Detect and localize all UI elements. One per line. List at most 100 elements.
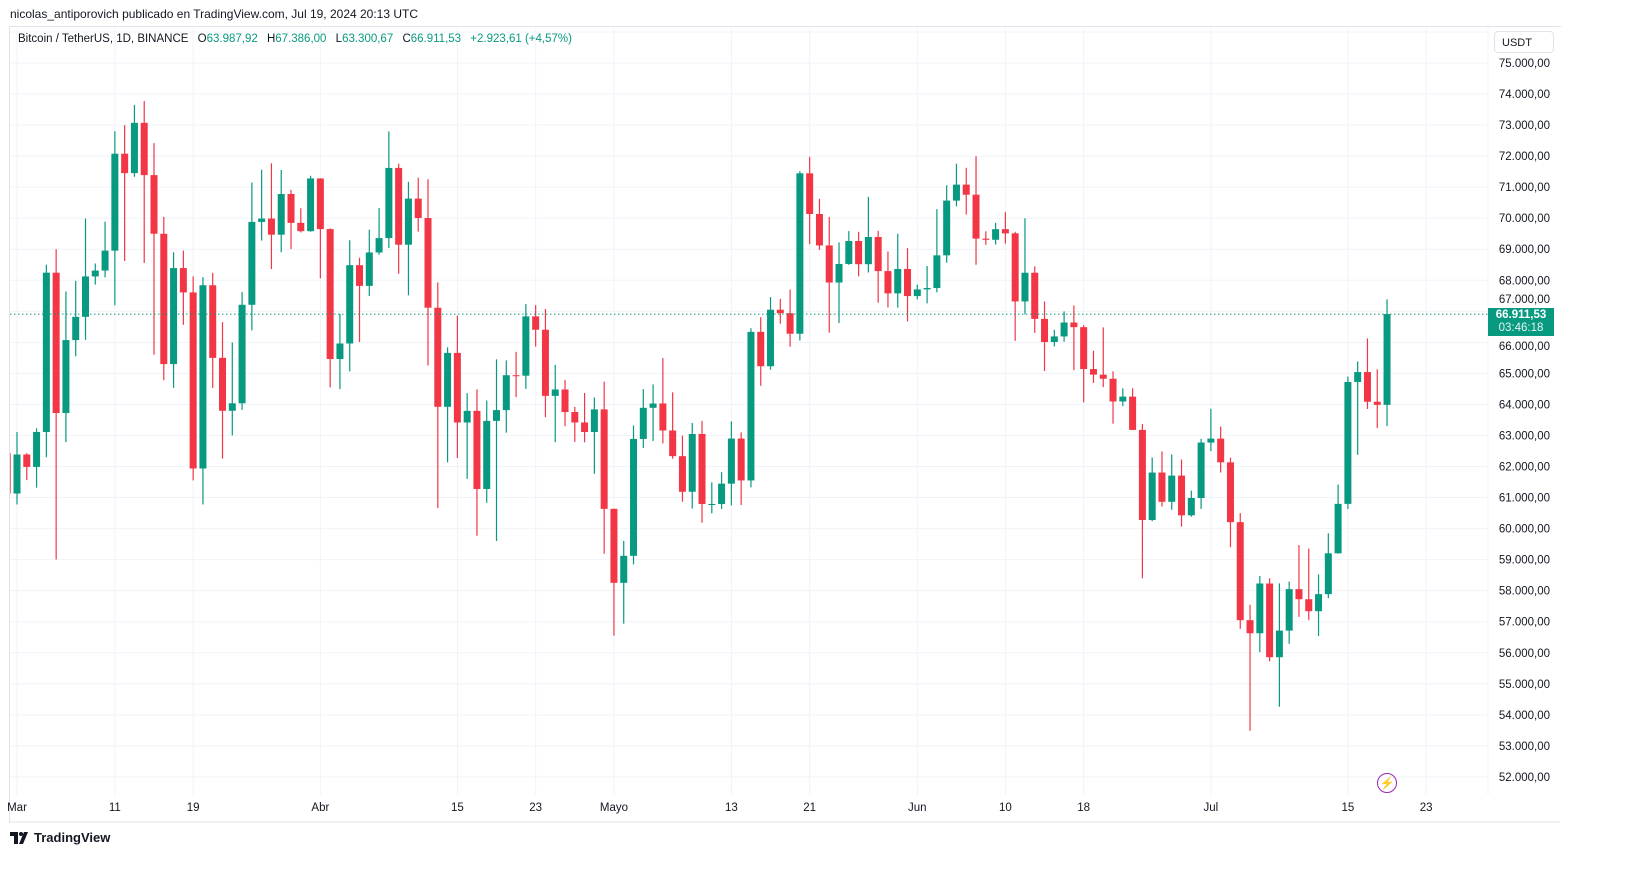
candle (639, 389, 647, 448)
x-tick-label: Abr (311, 802, 329, 814)
candle (1305, 548, 1313, 621)
candle (326, 228, 334, 388)
candle (1178, 459, 1186, 527)
candle-body (522, 316, 530, 376)
last-price-value: 66.911,53 (1495, 309, 1547, 321)
candle (277, 170, 285, 253)
y-tick-label: 54.000,00 (1499, 710, 1550, 722)
candle (659, 358, 667, 444)
time-axis: Mar 11 19 Abr 15 23 Mayo 13 21 Jun 10 18 Jul 15 23 (7, 802, 1432, 814)
y-tick-label: 64.000,00 (1499, 399, 1550, 411)
candle-body (453, 352, 461, 423)
candle-body (708, 503, 716, 505)
candle-body (248, 221, 256, 305)
y-tick-label: 65.000,00 (1499, 368, 1550, 380)
candle (346, 240, 354, 372)
candle-body (375, 238, 383, 253)
candle-body (952, 184, 960, 201)
candle (453, 315, 461, 459)
candle-body (1256, 583, 1264, 634)
candle (1334, 484, 1342, 554)
candle (512, 351, 520, 398)
candle (649, 384, 657, 442)
candle-body (1275, 630, 1283, 658)
candle-body (267, 218, 275, 235)
candle (316, 178, 324, 279)
candle-body (1060, 322, 1068, 337)
x-tick-label: 23 (529, 802, 542, 814)
candle-body (179, 268, 187, 293)
candle-body (1285, 589, 1293, 631)
x-tick-label: 23 (1420, 802, 1433, 814)
candle (287, 189, 295, 249)
candle (767, 297, 775, 370)
y-tick-label: 75.000,00 (1499, 58, 1550, 70)
candle (10, 453, 11, 494)
candle (1256, 575, 1264, 653)
candle (140, 100, 148, 264)
candle (101, 221, 109, 278)
candle (1158, 451, 1166, 507)
candle (1080, 325, 1088, 403)
candle-body (23, 454, 31, 467)
candle-body (1041, 318, 1049, 343)
candle-body (551, 389, 559, 396)
candle-body (72, 316, 80, 341)
brand-name: TradingView (34, 830, 111, 845)
y-tick-label: 56.000,00 (1499, 648, 1550, 660)
candle-body (502, 375, 510, 411)
candle (1363, 338, 1371, 409)
candle (1285, 581, 1293, 644)
candle (698, 420, 706, 523)
candle (737, 432, 745, 506)
candle (610, 508, 618, 636)
candle-body (62, 340, 70, 414)
candle (228, 342, 236, 436)
candle-body (258, 218, 266, 222)
candle-body (1158, 472, 1166, 502)
ohlc-close: C66.911,53 (402, 33, 462, 45)
y-tick-label: 74.000,00 (1499, 89, 1550, 101)
currency-button[interactable]: USDT (1494, 31, 1554, 53)
candle (1021, 218, 1029, 315)
candle (23, 453, 31, 481)
symbol-legend: Bitcoin / TetherUS, 1D, BINANCE O63.987,… (18, 33, 578, 45)
candle-body (855, 241, 863, 265)
candle-body (395, 167, 403, 245)
candle (385, 131, 393, 248)
x-tick-label: 15 (451, 802, 464, 814)
candle (1168, 454, 1176, 510)
candle-body (1315, 594, 1323, 612)
candle (444, 347, 452, 463)
candle-body (326, 229, 334, 360)
candle-body (1031, 272, 1039, 319)
candle-body (796, 173, 804, 334)
price-axis: 52.000,00 53.000,00 54.000,00 55.000,00 56.0… (1499, 58, 1550, 784)
candle-body (825, 245, 833, 283)
candle (561, 379, 569, 427)
candle-body (1080, 327, 1088, 370)
candle-body (404, 198, 412, 245)
candle (1226, 457, 1234, 548)
x-tick-label: 10 (999, 802, 1012, 814)
candle-body (737, 438, 745, 481)
candle (209, 272, 217, 389)
candle (404, 181, 412, 296)
candle (1138, 424, 1146, 579)
tradingview-logo[interactable]: TradingView (10, 830, 110, 845)
candle (502, 360, 510, 433)
candle-body (316, 178, 324, 230)
candle-body (923, 288, 931, 290)
lightning-icon[interactable]: ⚡ (1377, 773, 1397, 793)
candle-body (277, 193, 285, 235)
candle (708, 482, 716, 514)
y-tick-label: 55.000,00 (1499, 679, 1550, 691)
candle (1109, 371, 1117, 424)
candle-body (493, 410, 501, 421)
candle-body (1011, 233, 1019, 302)
candle-body (972, 194, 980, 239)
y-tick-label: 73.000,00 (1499, 120, 1550, 132)
candle-body (365, 252, 373, 286)
candle-body (698, 433, 706, 505)
